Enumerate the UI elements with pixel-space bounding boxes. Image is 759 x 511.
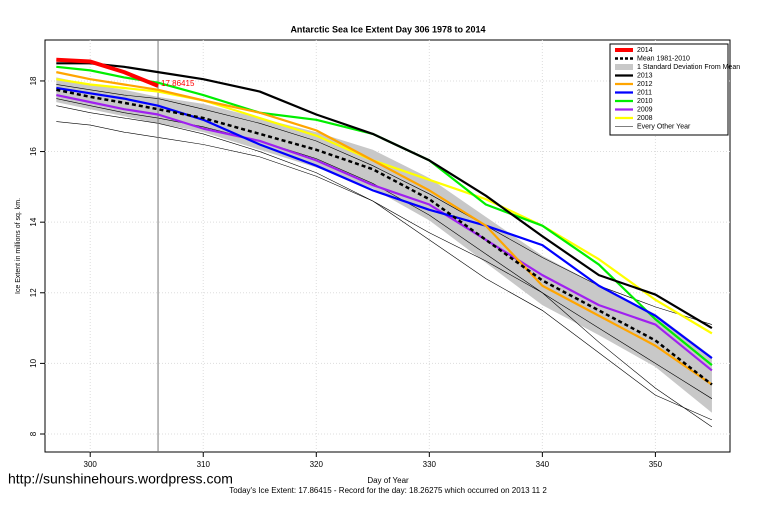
- legend-label: 2009: [637, 106, 653, 113]
- plot-frame: [44, 39, 731, 453]
- legend-label: 2010: [637, 98, 653, 105]
- series-line: [56, 78, 713, 335]
- x-tick-label: 320: [310, 460, 324, 469]
- legend-box: [609, 43, 729, 136]
- series-line: [56, 65, 713, 367]
- legend-label: 2012: [637, 81, 653, 88]
- other-year-line: [56, 121, 713, 428]
- y-axis-label: Ice Extent in millions of sq. km.: [15, 198, 22, 294]
- footer: Today's Ice Extent: 17.86415 - Record fo…: [229, 486, 547, 495]
- legend-label: Mean 1981-2010: [637, 55, 690, 62]
- legend-label: 2014: [637, 47, 653, 54]
- x-tick-label: 340: [536, 460, 550, 469]
- y-tick-label: 8: [29, 431, 38, 436]
- series-line: [56, 93, 713, 372]
- std-band: [56, 77, 712, 413]
- annotation: 17.86415: [161, 79, 195, 88]
- series-line: [56, 71, 713, 386]
- chart-title: Antarctic Sea Ice Extent Day 306 1978 to…: [290, 24, 485, 34]
- legend-label: Every Other Year: [637, 123, 691, 130]
- y-tick-label: 14: [29, 217, 38, 226]
- series-line: [56, 86, 713, 359]
- x-tick-label: 300: [84, 460, 98, 469]
- x-axis-label: Day of Year: [367, 476, 409, 485]
- watermark: http://sunshinehours.wordpress.com: [8, 471, 233, 487]
- y-tick-label: 18: [29, 76, 38, 85]
- series-line: [56, 62, 713, 330]
- other-year-line: [56, 98, 713, 399]
- other-year-line: [56, 105, 713, 421]
- legend-label: 1 Standard Deviation From Mean: [637, 64, 740, 71]
- x-tick-label: 330: [423, 460, 437, 469]
- y-tick-label: 10: [29, 358, 38, 367]
- legend-label: 2008: [637, 115, 653, 122]
- y-tick-label: 12: [29, 288, 38, 297]
- series-line: [56, 57, 159, 88]
- y-tick-label: 16: [29, 147, 38, 156]
- legend-label: 2011: [637, 89, 652, 96]
- legend-label: 2013: [637, 72, 653, 79]
- x-tick-label: 310: [197, 460, 211, 469]
- legend-swatch: [615, 64, 633, 70]
- x-tick-label: 350: [649, 460, 663, 469]
- other-year-line: [56, 84, 713, 325]
- series-line: [56, 88, 713, 386]
